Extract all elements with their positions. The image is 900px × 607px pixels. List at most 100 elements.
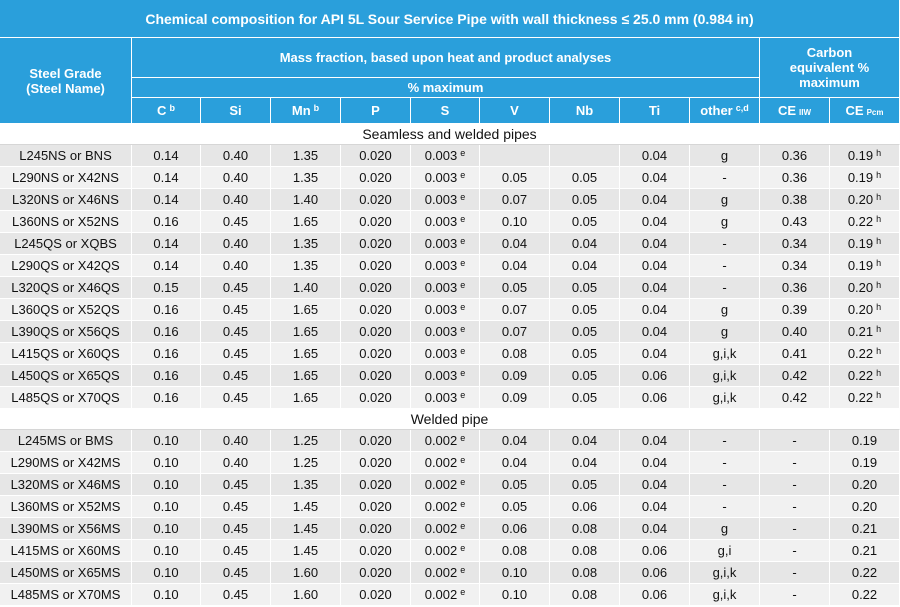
cell: 0.003 e bbox=[411, 365, 480, 387]
cell: 0.22 h bbox=[830, 211, 900, 233]
cell: 0.10 bbox=[132, 540, 201, 562]
cell: 0.21 bbox=[830, 518, 900, 540]
cell: 0.45 bbox=[201, 540, 271, 562]
cell: 0.36 bbox=[760, 277, 830, 299]
cell: 0.20 h bbox=[830, 277, 900, 299]
steel-grade: L290NS or X42NS bbox=[0, 167, 132, 189]
cell: 0.40 bbox=[201, 189, 271, 211]
cell-value: 0.22 bbox=[847, 390, 874, 405]
cell-value: 0.002 bbox=[424, 433, 458, 448]
footnote-marker: e bbox=[460, 147, 466, 158]
cell: 0.020 bbox=[341, 211, 411, 233]
cell: 0.14 bbox=[132, 255, 201, 277]
cell: 0.04 bbox=[480, 233, 550, 255]
table-title: Chemical composition for API 5L Sour Ser… bbox=[0, 0, 900, 38]
column-label: V bbox=[510, 103, 519, 118]
cell: - bbox=[760, 496, 830, 518]
cell: 0.04 bbox=[550, 452, 620, 474]
cell: 0.41 bbox=[760, 343, 830, 365]
cell: 1.65 bbox=[271, 211, 341, 233]
cell: 1.65 bbox=[271, 343, 341, 365]
cell: 0.06 bbox=[620, 387, 690, 409]
cell-value: 0.003 bbox=[424, 192, 458, 207]
cell: 0.40 bbox=[201, 430, 271, 452]
cell: 0.34 bbox=[760, 255, 830, 277]
column-label: Si bbox=[229, 103, 242, 118]
cell-value: 0.002 bbox=[424, 499, 458, 514]
cell: 0.09 bbox=[480, 365, 550, 387]
mass-fraction-header: Mass fraction, based upon heat and produ… bbox=[132, 38, 760, 78]
column-label: C bbox=[157, 103, 167, 118]
cell: 1.25 bbox=[271, 430, 341, 452]
cell: g,i,k bbox=[690, 584, 760, 606]
cell: 0.06 bbox=[480, 518, 550, 540]
cell: 0.43 bbox=[760, 211, 830, 233]
carbon-equivalent-header: Carbon equivalent % maximum bbox=[760, 38, 900, 98]
footnote-marker: h bbox=[876, 147, 882, 158]
cell: 0.05 bbox=[550, 189, 620, 211]
column-header: Si bbox=[201, 98, 271, 124]
cell: 0.19 h bbox=[830, 255, 900, 277]
cell-value: 0.002 bbox=[424, 565, 458, 580]
footnote-marker: e bbox=[460, 345, 466, 356]
cell: 0.10 bbox=[132, 562, 201, 584]
footnote-marker: h bbox=[876, 301, 882, 312]
cell: 0.07 bbox=[480, 189, 550, 211]
cell: 1.60 bbox=[271, 562, 341, 584]
footnote-marker: h bbox=[876, 345, 882, 356]
steel-grade: L245QS or XQBS bbox=[0, 233, 132, 255]
cell-value: 0.19 bbox=[847, 258, 874, 273]
cell: 0.05 bbox=[550, 211, 620, 233]
cell: 0.06 bbox=[620, 365, 690, 387]
cell: 0.002 e bbox=[411, 518, 480, 540]
cell-value: 0.003 bbox=[424, 346, 458, 361]
cell: 0.002 e bbox=[411, 452, 480, 474]
cell bbox=[550, 145, 620, 167]
cell-value: 0.003 bbox=[424, 324, 458, 339]
footnote-marker: e bbox=[460, 191, 466, 202]
cell: 0.19 bbox=[830, 430, 900, 452]
cell: 0.08 bbox=[550, 540, 620, 562]
cell: - bbox=[690, 430, 760, 452]
column-subscript: IIW bbox=[799, 108, 812, 117]
column-label: P bbox=[371, 103, 380, 118]
cell: 0.34 bbox=[760, 233, 830, 255]
cell: 0.04 bbox=[620, 496, 690, 518]
cell: 0.16 bbox=[132, 365, 201, 387]
column-header: Mn b bbox=[271, 98, 341, 124]
cell: 0.002 e bbox=[411, 562, 480, 584]
cell: 0.05 bbox=[550, 474, 620, 496]
cell-value: 0.003 bbox=[424, 236, 458, 251]
cell: 0.020 bbox=[341, 145, 411, 167]
cell-value: 0.22 bbox=[847, 368, 874, 383]
cell-value: 0.22 bbox=[847, 346, 874, 361]
cell: 0.16 bbox=[132, 299, 201, 321]
cell: 1.35 bbox=[271, 167, 341, 189]
cell: 0.05 bbox=[550, 387, 620, 409]
footnote-marker: e bbox=[460, 564, 466, 575]
cell: g,i,k bbox=[690, 562, 760, 584]
cell: 1.40 bbox=[271, 189, 341, 211]
cell: 0.04 bbox=[620, 518, 690, 540]
cell: 0.04 bbox=[620, 211, 690, 233]
cell: - bbox=[690, 167, 760, 189]
cell: 0.003 e bbox=[411, 343, 480, 365]
cell: 0.10 bbox=[132, 584, 201, 606]
steel-grade: L360QS or X52QS bbox=[0, 299, 132, 321]
cell: 0.04 bbox=[480, 430, 550, 452]
cell: 0.08 bbox=[480, 343, 550, 365]
column-header: CE IIW bbox=[760, 98, 830, 124]
cell: - bbox=[690, 474, 760, 496]
cell: 0.20 bbox=[830, 496, 900, 518]
cell: 0.45 bbox=[201, 299, 271, 321]
cell: 0.40 bbox=[760, 321, 830, 343]
footnote-marker: e bbox=[460, 454, 466, 465]
cell: 0.21 h bbox=[830, 321, 900, 343]
column-label: other bbox=[700, 103, 733, 118]
cell: 0.003 e bbox=[411, 167, 480, 189]
footnote-marker: e bbox=[460, 586, 466, 597]
steel-grade: L485QS or X70QS bbox=[0, 387, 132, 409]
cell-value: 0.003 bbox=[424, 148, 458, 163]
cell: 0.020 bbox=[341, 474, 411, 496]
